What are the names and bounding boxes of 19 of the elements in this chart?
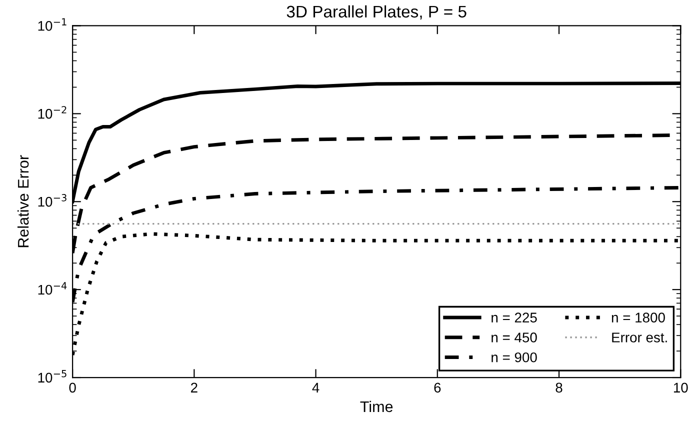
y-tick-label: 10$^{−3}$ [38,194,66,207]
x-tick-label: 0 [69,382,76,393]
x-tick-label: 8 [556,382,562,393]
x-tick-label: 6 [434,382,441,393]
legend-label: n = 450 [492,332,537,342]
legend-label: n = 1800 [612,312,665,322]
legend-label: n = 225 [492,312,537,322]
y-tick-label: 10$^{−5}$ [38,370,66,383]
y-tick-label: 10$^{−1}$ [38,18,66,31]
legend-label: Error est. [612,332,667,342]
legend-label: n = 900 [492,352,537,362]
x-tick-label: 10 [674,382,688,393]
y-tick-label: 10$^{−4}$ [38,282,67,295]
x-tick-label: 4 [312,382,320,392]
y-axis-title: Relative Error [17,155,29,248]
x-axis-title: Time [360,400,393,412]
chart-title: 3D Parallel Plates, P = 5 [286,5,466,20]
x-tick-label: 2 [191,382,198,392]
y-tick-label: 10$^{−2}$ [38,106,66,119]
